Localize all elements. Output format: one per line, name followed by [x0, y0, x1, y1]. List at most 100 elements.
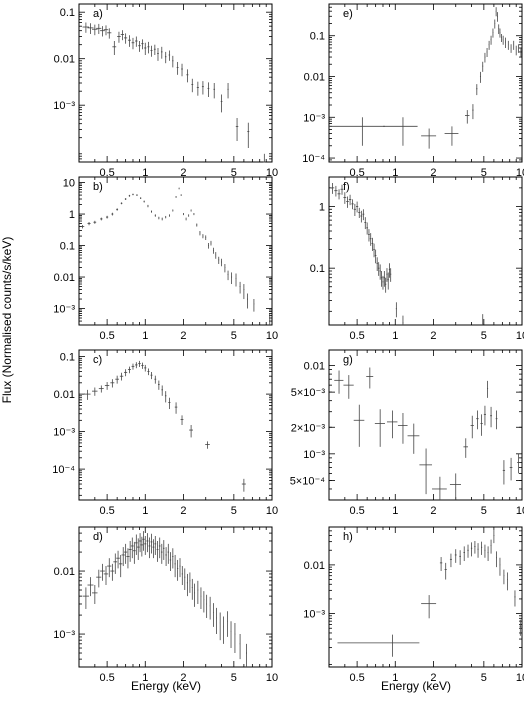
- data-point: [87, 23, 94, 34]
- plot-frame: [78, 349, 273, 501]
- data-point: [463, 438, 469, 458]
- data-point: [124, 543, 128, 564]
- data-point: [112, 41, 117, 56]
- data-point: [386, 410, 398, 439]
- data-point: [218, 256, 220, 264]
- x-tick-label: 10: [516, 672, 524, 684]
- data-point: [208, 243, 209, 249]
- y-tick-label: 10⁻³: [303, 449, 325, 461]
- data-point: [369, 233, 372, 246]
- data-point: [519, 619, 522, 636]
- data-point: [119, 372, 124, 381]
- data-point: [231, 272, 233, 285]
- x-tick-label: 2: [430, 672, 436, 684]
- data-point: [503, 569, 505, 585]
- data-point: [209, 596, 211, 620]
- data-point: [181, 566, 183, 586]
- data-point: [138, 360, 141, 367]
- data-point: [96, 23, 102, 34]
- data-point: [330, 182, 335, 194]
- data-point: [476, 84, 478, 96]
- data-point: [148, 537, 151, 559]
- data-point: [141, 362, 144, 369]
- y-tick-label: 10⁻³: [53, 100, 75, 112]
- data-point: [144, 42, 147, 56]
- x-tick-label: 10: [266, 167, 278, 179]
- data-points: [82, 22, 266, 163]
- data-point: [92, 387, 98, 396]
- data-point: [189, 572, 191, 593]
- data-point: [205, 235, 207, 240]
- data-point: [502, 460, 506, 485]
- data-point: [160, 543, 163, 564]
- x-tick-label: 5: [481, 672, 487, 684]
- data-point: [360, 210, 363, 223]
- x-tick-label: 5: [481, 167, 487, 179]
- data-point: [180, 415, 184, 425]
- data-point: [224, 263, 226, 273]
- data-point: [379, 264, 381, 280]
- y-tick-label: 5×10⁻⁴: [290, 475, 326, 487]
- x-tick-label: 0.5: [349, 330, 364, 342]
- data-point: [150, 533, 153, 554]
- data-point: [496, 551, 498, 568]
- data-point: [374, 249, 377, 264]
- data-point: [200, 587, 202, 609]
- data-point: [107, 28, 112, 39]
- data-point: [207, 82, 210, 97]
- x-tick-label: 5: [231, 505, 237, 517]
- data-point: [142, 531, 145, 551]
- data-point: [343, 375, 354, 399]
- data-point: [168, 50, 171, 61]
- data-points: [330, 182, 484, 325]
- data-point: [371, 237, 374, 251]
- data-point: [210, 240, 212, 246]
- data-point: [176, 61, 179, 75]
- x-tick-label: 10: [266, 505, 278, 517]
- x-tick-label: 2: [430, 505, 436, 517]
- x-tick-label: 0.5: [99, 672, 114, 684]
- data-point: [346, 196, 349, 208]
- data-point: [115, 375, 119, 384]
- y-tick-label: 10⁻³: [303, 609, 325, 621]
- data-point: [185, 217, 187, 221]
- data-point: [221, 258, 222, 267]
- panel-a: 0.5 1 2 5 10 0.1 0.01 10⁻³ a): [53, 3, 278, 179]
- x-tick-label: 10: [516, 505, 524, 517]
- data-point: [387, 272, 389, 290]
- data-point: [132, 193, 134, 196]
- plot-frame: [328, 349, 523, 501]
- panel-b: 0.5 1 2 5 10 10 1 0.1 0.01 10⁻³ b): [53, 176, 278, 342]
- data-point: [243, 284, 245, 300]
- x-tick-label: 5: [231, 672, 237, 684]
- plot-frame: [328, 3, 523, 163]
- panel-c: 0.5 1 2 5 10 0.1 0.01 10⁻³ 10⁻⁴ c): [52, 349, 278, 517]
- data-point: [144, 364, 147, 372]
- data-point: [337, 634, 420, 657]
- data-point: [467, 544, 469, 558]
- data-point: [120, 30, 125, 41]
- x-tick-label: 0.5: [349, 505, 364, 517]
- data-point: [118, 554, 123, 578]
- data-point: [196, 223, 198, 227]
- x-tick-label: 2: [180, 167, 186, 179]
- panel-label: h): [343, 531, 353, 543]
- data-point: [131, 37, 135, 50]
- data-point: [358, 207, 361, 218]
- x-tick-label: 0.5: [99, 330, 114, 342]
- data-point: [397, 413, 408, 444]
- data-point: [146, 533, 149, 553]
- y-tick-label: 0.01: [54, 389, 75, 401]
- data-point: [188, 214, 190, 217]
- data-point: [348, 194, 352, 206]
- data-point: [150, 45, 153, 57]
- x-axis-label-right: Energy (keV): [381, 679, 451, 693]
- data-point: [165, 547, 167, 567]
- data-point: [216, 607, 217, 635]
- data-point: [507, 572, 509, 591]
- data-point: [385, 277, 387, 293]
- data-point: [110, 563, 115, 581]
- data-point: [164, 391, 167, 403]
- data-point: [220, 94, 223, 113]
- x-tick-label: 1: [392, 330, 398, 342]
